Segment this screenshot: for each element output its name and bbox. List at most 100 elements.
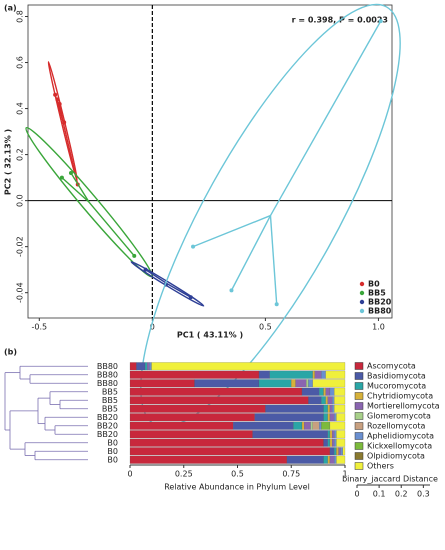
bar-segment <box>129 387 303 396</box>
bar-segment <box>308 396 322 405</box>
legend-swatch <box>354 392 364 400</box>
distance-tick-label: 0.2 <box>395 490 408 499</box>
point <box>229 288 234 293</box>
bar-segment <box>129 379 195 388</box>
legend-marker <box>359 281 365 287</box>
legend-label: Others <box>367 462 394 471</box>
legend-marker <box>359 308 365 314</box>
bar-segment <box>336 447 339 456</box>
bar-segment <box>129 447 331 456</box>
point <box>59 175 64 180</box>
bar-segment <box>310 421 313 430</box>
bar-segment <box>334 430 337 439</box>
bar-segment <box>233 421 294 430</box>
spider-line <box>167 283 192 298</box>
bar-segment <box>147 362 150 371</box>
point <box>191 244 196 249</box>
point <box>132 253 137 258</box>
bar-segment <box>308 379 313 388</box>
x-axis-label: PC1 ( 43.11% ) <box>177 331 243 340</box>
bar-segment <box>323 404 328 413</box>
bar-segment <box>265 404 324 413</box>
legend-swatch <box>354 372 364 380</box>
bar-segment <box>327 430 331 439</box>
bar-segment <box>336 438 346 447</box>
legend-swatch <box>354 412 364 420</box>
y-tick-label: 0.4 <box>16 102 25 115</box>
bar-segment <box>129 438 324 447</box>
bar-segment <box>269 370 313 379</box>
bar-segment <box>312 421 320 430</box>
y-tick-label: 0.8 <box>16 10 25 23</box>
bar-segment <box>312 370 316 379</box>
point <box>274 302 279 307</box>
legend-label: Chytridiomycota <box>367 392 433 401</box>
row-label: BB5 <box>102 387 118 396</box>
panel-label: (a) <box>4 4 17 13</box>
bar-segment <box>327 396 333 405</box>
bar-segment <box>332 438 335 447</box>
bar-segment <box>312 379 346 388</box>
bar-segment <box>325 396 328 405</box>
bar-segment <box>327 455 331 464</box>
legend-swatch <box>354 402 364 410</box>
spider-line <box>145 269 168 285</box>
x-tick-label: 1 <box>342 470 347 479</box>
bar-segment <box>323 413 328 422</box>
bar-segment <box>144 362 148 371</box>
bar-segment <box>319 421 322 430</box>
legend-marker <box>359 290 365 296</box>
spider-line <box>269 20 382 216</box>
y-tick-label: 0.0 <box>16 194 25 207</box>
bar-segment <box>329 438 333 447</box>
row-label: B0 <box>107 455 118 464</box>
legend-label: Mortierellomycota <box>367 402 440 411</box>
legend-swatch <box>354 452 364 460</box>
bar-segment <box>334 447 337 456</box>
bar-segment <box>301 387 320 396</box>
bar-segment <box>323 438 328 447</box>
bar-segment <box>321 421 331 430</box>
spider-line <box>192 214 271 248</box>
bar-segment <box>329 421 346 430</box>
legend-label: Glomeromycota <box>367 412 431 421</box>
bar-segment <box>129 396 309 405</box>
legend-label: Ascomycota <box>367 362 416 371</box>
bar-segment <box>151 362 346 371</box>
bar-segment <box>325 370 346 379</box>
point <box>68 171 73 176</box>
legend-label: Kickxellomycota <box>367 442 432 451</box>
bar-segment <box>306 379 309 388</box>
bar-segment <box>319 387 324 396</box>
x-tick-label: 0 <box>127 470 132 479</box>
bar-segment <box>136 362 146 371</box>
legend-label: Rozellomycota <box>367 422 426 431</box>
spider-line <box>61 177 90 203</box>
bar-segment <box>129 421 234 430</box>
bar-segment <box>332 404 335 413</box>
row-label: BB20 <box>97 413 118 422</box>
bar-segment <box>293 421 303 430</box>
x-tick-label: 0.25 <box>175 470 193 479</box>
legend-swatch <box>354 362 364 370</box>
bar-segment <box>329 387 335 396</box>
point <box>378 19 383 24</box>
bar-segment <box>258 370 270 379</box>
distance-tick-label: 0.3 <box>417 490 430 499</box>
spider-line <box>269 215 278 305</box>
point <box>55 97 60 102</box>
row-label: B0 <box>107 438 118 447</box>
row-label: B0 <box>107 447 118 456</box>
bar-segment <box>325 387 331 396</box>
spider-line <box>70 172 90 203</box>
row-label: BB5 <box>102 396 118 405</box>
bar-segment <box>334 438 337 447</box>
x-tick-label: 1.0 <box>372 323 385 332</box>
bar-segment <box>336 455 346 464</box>
bar-segment <box>129 455 288 464</box>
legend-marker <box>359 299 365 305</box>
bar-segment <box>129 430 253 439</box>
point <box>62 120 67 125</box>
bar-segment <box>323 455 328 464</box>
